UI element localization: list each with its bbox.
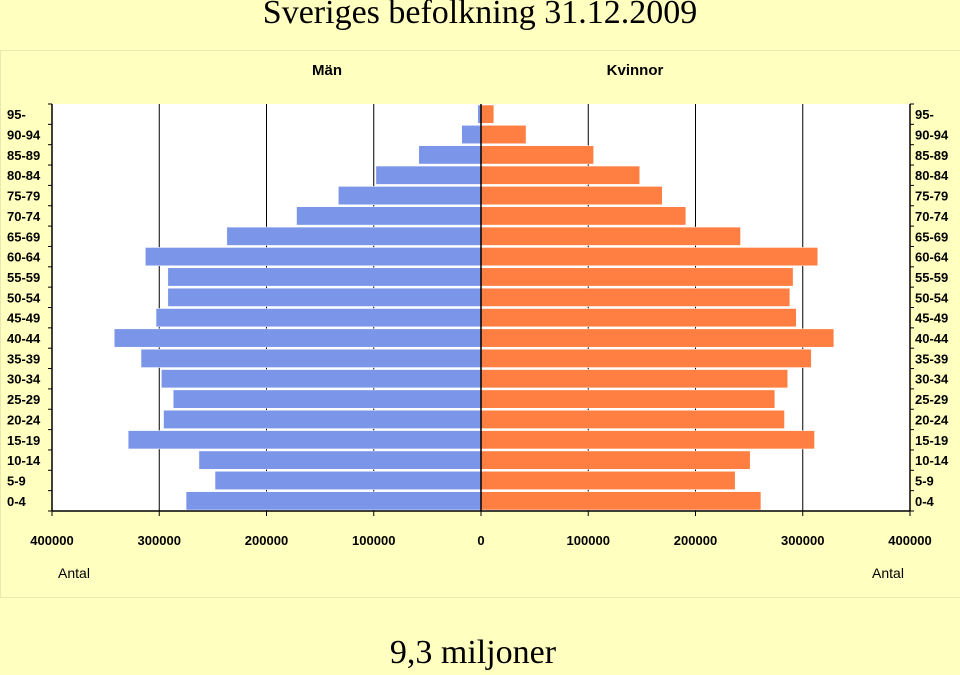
bar-women-10-14 — [480, 450, 751, 470]
category-label-right: 30-34 — [915, 372, 949, 387]
series-label-men: Män — [312, 62, 342, 79]
bar-men-45-49 — [155, 308, 482, 328]
bar-women-15-19 — [480, 430, 815, 450]
bar-men-60-64 — [145, 247, 482, 267]
x-tick-label-right: 400000 — [888, 533, 931, 548]
bar-men-70-74 — [296, 206, 482, 226]
category-label-left: 40-44 — [7, 331, 41, 346]
category-label-left: 65-69 — [7, 229, 40, 244]
category-label-left: 60-64 — [7, 250, 41, 265]
category-label-left: 70-74 — [7, 209, 41, 224]
x-tick-label-right: 300000 — [781, 533, 824, 548]
x-tick-label-left: 100000 — [352, 533, 395, 548]
category-label-right: 55-59 — [915, 270, 948, 285]
category-label-left: 85-89 — [7, 148, 40, 163]
x-axis-unit-right: Antal — [872, 565, 904, 581]
category-label-left: 80-84 — [7, 168, 41, 183]
bar-women-20-24 — [480, 410, 785, 429]
category-label-left: 55-59 — [7, 270, 40, 285]
population-pyramid-chart: Män Kvinnor 95- 95- 90-94 90-94 85-89 85-89 80-8… — [0, 50, 960, 598]
category-label-right: 35-39 — [915, 351, 948, 366]
category-label-right: 65-69 — [915, 229, 948, 244]
category-label-right: 10-14 — [915, 453, 949, 468]
category-label-right: 80-84 — [915, 168, 949, 183]
category-label-left: 90-94 — [7, 128, 41, 143]
category-label-right: 85-89 — [915, 148, 948, 163]
bar-women-5-9 — [480, 471, 736, 490]
category-label-right: 60-64 — [915, 250, 949, 265]
bar-men-80-84 — [375, 165, 482, 185]
category-label-right: 25-29 — [915, 392, 948, 407]
chart-svg: Män Kvinnor 95- 95- 90-94 90-94 85-89 85-89 80-8… — [7, 62, 949, 581]
bar-men-50-54 — [167, 287, 482, 307]
category-label-left: 75-79 — [7, 189, 40, 204]
bar-men-25-29 — [172, 389, 482, 409]
x-tick-label-right: 200000 — [674, 533, 717, 548]
bar-women-50-54 — [480, 287, 791, 307]
bars-layer — [113, 104, 835, 511]
bar-women-0-4 — [480, 491, 762, 511]
labels-layer: Män Kvinnor 95- 95- 90-94 90-94 85-89 85-89 80-8… — [7, 62, 949, 581]
bar-women-60-64 — [480, 247, 819, 267]
bar-men-55-59 — [167, 267, 482, 287]
slide-footer: 9,3 miljoner — [389, 634, 557, 671]
bar-men-90-94 — [461, 125, 482, 144]
x-tick-label-left: 300000 — [138, 533, 181, 548]
bar-women-40-44 — [480, 328, 835, 348]
category-label-left: 45-49 — [7, 311, 40, 326]
x-axis-unit-left: Antal — [58, 565, 90, 581]
bar-women-25-29 — [480, 389, 776, 409]
bar-women-70-74 — [480, 206, 687, 226]
x-tick-label-left: 400000 — [30, 533, 73, 548]
category-label-left: 25-29 — [7, 392, 40, 407]
category-label-right: 15-19 — [915, 433, 948, 448]
series-label-women: Kvinnor — [607, 62, 664, 79]
category-label-left: 30-34 — [7, 372, 41, 387]
bar-men-10-14 — [198, 450, 482, 470]
category-label-right: 75-79 — [915, 189, 948, 204]
bar-men-20-24 — [163, 410, 482, 429]
category-label-left: 10-14 — [7, 453, 41, 468]
bar-women-55-59 — [480, 267, 794, 287]
category-label-left: 15-19 — [7, 433, 40, 448]
bar-women-80-84 — [480, 165, 640, 185]
category-label-right: 20-24 — [915, 412, 949, 427]
bar-women-35-39 — [480, 348, 812, 368]
bar-men-0-4 — [185, 491, 482, 511]
bar-men-65-69 — [226, 226, 482, 246]
bar-men-5-9 — [214, 471, 482, 490]
bar-women-65-69 — [480, 226, 741, 246]
category-label-left: 20-24 — [7, 412, 41, 427]
bar-women-90-94 — [480, 125, 527, 144]
bar-women-30-34 — [480, 369, 788, 389]
bar-women-95- — [480, 104, 495, 124]
x-tick-label-right: 100000 — [567, 533, 610, 548]
category-label-right: 90-94 — [915, 128, 949, 143]
slide-title: Sveriges befolkning 31.12.2009 — [262, 0, 698, 31]
category-label-right: 50-54 — [915, 290, 949, 305]
x-tick-label-left: 0 — [477, 533, 484, 548]
category-label-left: 95- — [7, 107, 26, 122]
bar-men-85-89 — [418, 145, 482, 165]
bar-men-40-44 — [113, 328, 482, 348]
bar-women-45-49 — [480, 308, 797, 328]
bar-women-85-89 — [480, 145, 594, 165]
axis-layer — [48, 103, 914, 516]
x-tick-label-left: 200000 — [245, 533, 288, 548]
category-label-left: 50-54 — [7, 290, 41, 305]
category-label-left: 5-9 — [7, 473, 26, 488]
category-label-right: 95- — [915, 107, 934, 122]
bar-men-15-19 — [127, 430, 482, 450]
bar-men-35-39 — [140, 348, 482, 368]
category-label-left: 35-39 — [7, 351, 40, 366]
category-label-right: 70-74 — [915, 209, 949, 224]
category-label-right: 40-44 — [915, 331, 949, 346]
category-label-left: 0-4 — [7, 494, 27, 509]
category-label-right: 45-49 — [915, 311, 948, 326]
category-label-right: 5-9 — [915, 473, 934, 488]
bar-men-30-34 — [161, 369, 482, 389]
bar-men-75-79 — [338, 186, 482, 205]
bar-women-75-79 — [480, 186, 663, 205]
category-label-right: 0-4 — [915, 494, 935, 509]
